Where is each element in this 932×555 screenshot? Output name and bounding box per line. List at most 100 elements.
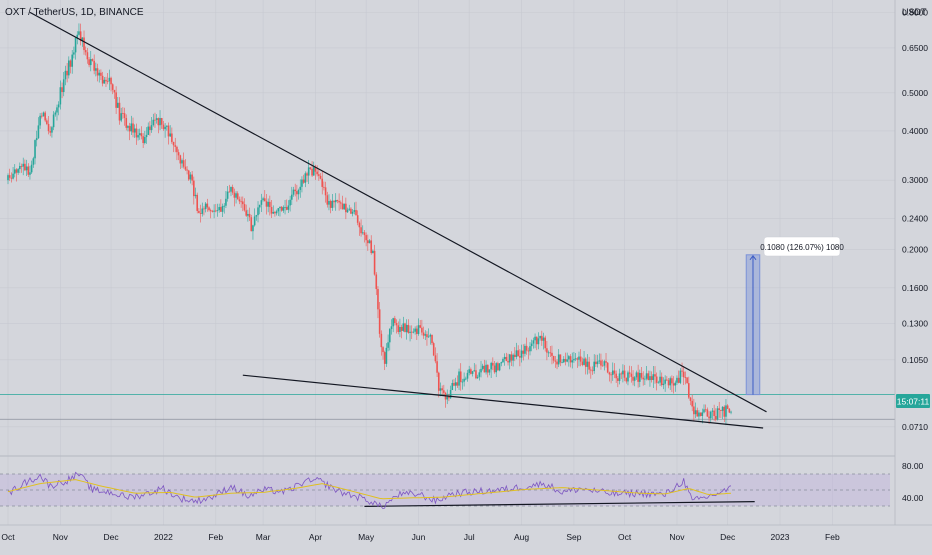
candles[interactable] [7, 23, 732, 426]
x-tick-label: Oct [1, 532, 15, 542]
candle-body [409, 331, 411, 333]
x-tick-label: Sep [566, 532, 581, 542]
candle [421, 319, 423, 336]
candle-body [468, 369, 470, 373]
candle-body [216, 210, 219, 211]
candle [209, 208, 212, 219]
candle-body [434, 355, 437, 362]
candle [672, 376, 675, 394]
candle [708, 411, 710, 424]
candle-body [562, 358, 565, 363]
range-label-box [763, 236, 841, 257]
candle-body [402, 323, 405, 331]
candle [590, 366, 592, 379]
candle-body [436, 361, 438, 373]
candle [270, 200, 273, 218]
candle [189, 172, 192, 184]
candle [149, 121, 151, 136]
candle-body [17, 169, 19, 173]
candle [595, 354, 597, 368]
candle [187, 169, 190, 181]
candle [507, 353, 509, 366]
candle [441, 385, 443, 396]
current-price-badge: 15:07:11 [896, 394, 930, 408]
candle [627, 370, 629, 386]
candle-body [154, 119, 156, 121]
candle [373, 244, 376, 276]
candle-body [542, 337, 545, 341]
candle [44, 110, 46, 123]
candle-body [198, 210, 200, 214]
candle [454, 377, 457, 391]
candle [436, 353, 438, 377]
candle [12, 167, 14, 180]
candle [706, 407, 709, 417]
candle-body [294, 189, 296, 192]
candle [600, 353, 602, 370]
candle [419, 319, 421, 329]
candle [486, 364, 489, 378]
candle-body [299, 186, 302, 190]
candle [250, 214, 253, 232]
candle-body [318, 174, 320, 176]
candle [519, 349, 521, 367]
candle-body [662, 383, 665, 386]
candle-body [238, 199, 241, 202]
candle [348, 204, 351, 212]
y-tick-label: 0.1050 [902, 355, 928, 365]
candle-body [84, 50, 87, 53]
candle [632, 370, 634, 386]
candle [157, 117, 160, 134]
candle [262, 196, 264, 202]
candle [473, 363, 476, 372]
candle [721, 406, 724, 420]
candle [625, 377, 628, 384]
candle [98, 69, 101, 83]
candle-body [105, 79, 107, 82]
rsi-ma-line [7, 479, 732, 500]
candle-body [576, 358, 579, 360]
candle [318, 168, 320, 181]
candle-body [659, 376, 661, 383]
candle [132, 117, 134, 138]
candle [718, 401, 721, 418]
candle [203, 206, 205, 216]
candle-body [187, 170, 190, 180]
candle [17, 167, 19, 175]
trendlines[interactable] [29, 11, 767, 507]
candle-body [370, 240, 373, 254]
candle-body [387, 342, 389, 348]
candle [61, 82, 63, 99]
candle [296, 184, 298, 202]
candle [726, 404, 729, 410]
candle-body [137, 135, 139, 138]
candle-body [699, 412, 702, 416]
candle-body [498, 363, 501, 371]
candle-body [363, 232, 366, 236]
candle-body [13, 169, 16, 174]
candle [27, 163, 30, 178]
candle-body [383, 352, 386, 364]
candle-body [448, 396, 450, 399]
candle-body [416, 328, 418, 334]
trendline-lower [242, 374, 764, 429]
candle [392, 317, 394, 333]
candle-body [54, 112, 57, 115]
candle-body [253, 216, 256, 226]
candle-body [532, 340, 535, 344]
candle-body [588, 361, 590, 370]
candle-body [274, 211, 276, 214]
candle [622, 364, 624, 383]
candle [720, 409, 722, 419]
candle-body [169, 133, 171, 137]
candle [269, 195, 271, 216]
candle [30, 160, 33, 174]
candle-body [593, 361, 595, 371]
candle [66, 62, 68, 83]
candle [704, 404, 707, 413]
candle-body [564, 358, 567, 362]
candle-body [287, 205, 290, 210]
candle [537, 332, 540, 350]
